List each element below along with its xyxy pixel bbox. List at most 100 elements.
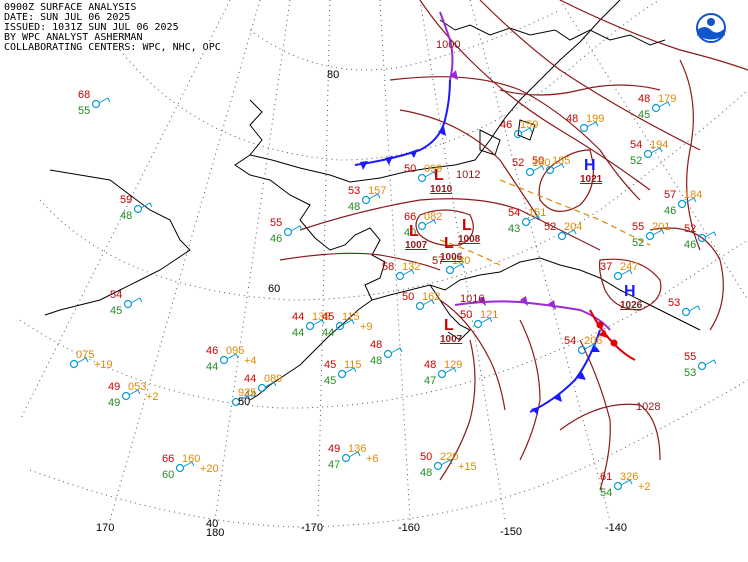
wind-barb: [684, 197, 697, 204]
station-temperature: 66: [404, 211, 416, 223]
meridian-170e: [109, 0, 261, 521]
station-dewpoint: 48: [348, 201, 360, 213]
station-pressure: 082: [424, 211, 442, 223]
lon-label-140w: -140: [605, 522, 627, 534]
wind-barb: [650, 147, 663, 154]
lat-label-60: 60: [268, 283, 280, 295]
station-pressure: 115: [344, 359, 362, 371]
wind-barb: [290, 225, 303, 232]
station-pressure: 115: [342, 311, 360, 323]
wind-barb: [130, 297, 143, 304]
station-plot: 50 099: [404, 163, 442, 183]
isobar-14: [598, 258, 662, 311]
header-date: DATE: SUN JUL 06 2025: [4, 12, 131, 23]
noaa-logo: [696, 13, 726, 43]
station-temperature: 46: [500, 119, 512, 131]
high-letter: H: [584, 157, 596, 174]
isobar-label: 1016: [460, 293, 484, 305]
station-pressure: 925: [238, 387, 256, 399]
station-temperature: 49: [328, 443, 340, 455]
station-temperature: 54: [564, 335, 576, 347]
lon-label-150w: -150: [500, 526, 522, 538]
coast-chukotka: [44, 169, 191, 316]
station-pressure: 185: [552, 155, 570, 167]
station-plot: 50 162: [402, 291, 440, 311]
station-circle: [231, 397, 241, 407]
station-temperature: 53: [348, 185, 360, 197]
coast-alaska-west: [234, 154, 386, 401]
isobar-12: [519, 319, 541, 461]
wind-barb: [424, 219, 437, 226]
station-temperature: 54: [508, 207, 520, 219]
graticule: [19, 0, 748, 528]
wind-barb: [704, 359, 717, 366]
wind-barb: [658, 101, 671, 108]
low-letter: L: [462, 217, 472, 234]
station-temperature: 44: [292, 311, 304, 323]
wind-barb: [564, 229, 577, 236]
station-plot: 925: [231, 387, 256, 407]
lon-label-170: 170: [96, 522, 114, 534]
station-temperature: 68: [78, 89, 90, 101]
station-pressure: 159: [520, 119, 538, 131]
station-circle: [473, 319, 483, 329]
low-letter: L: [409, 223, 419, 240]
station-temperature: 52: [684, 223, 696, 235]
station-temperature: 52: [512, 157, 524, 169]
isobar-label: 1000: [436, 39, 460, 51]
station-dewpoint: 60: [162, 469, 174, 481]
station-circle: [557, 231, 567, 241]
front-triangle: [438, 126, 446, 136]
station-temperature: 48: [566, 113, 578, 125]
station-plot: 66 40 082: [404, 211, 442, 239]
station-circle: [417, 221, 427, 231]
isobar-15: [649, 227, 724, 331]
station-plot: 53: [668, 297, 701, 317]
station-temperature: 55: [684, 351, 696, 363]
station-dewpoint: 47: [424, 375, 436, 387]
lat-label-80: 80: [327, 69, 339, 81]
station-circle: [579, 123, 589, 133]
station-temperature: 58: [382, 261, 394, 273]
station-circle: [677, 199, 687, 209]
station-dewpoint: 55: [78, 105, 90, 117]
station-temperature: 48: [424, 359, 436, 371]
isobar-13: [579, 339, 611, 491]
station-circle: [651, 103, 661, 113]
station-pressure: 160: [182, 453, 200, 465]
cold-front-north: [354, 79, 451, 170]
lat-label-50: 50: [238, 396, 250, 408]
station-temperature: 52: [544, 221, 556, 233]
station-tendency: +2: [638, 481, 651, 493]
station-circle: [383, 349, 393, 359]
isobar-label: 1028: [636, 401, 660, 413]
station-dewpoint: 48: [420, 467, 432, 479]
station-dewpoint: 40: [404, 227, 416, 239]
isobar-9: [279, 252, 441, 271]
station-plot: 49 47 136+6: [328, 443, 379, 471]
station-circle: [577, 345, 587, 355]
station-plot: 66 60 160+20: [162, 453, 219, 481]
front-triangle: [531, 407, 538, 415]
isobar-4: [479, 0, 701, 151]
isobars: [279, 0, 748, 491]
center-pressure: 1006: [440, 252, 463, 263]
station-plot: 50 121: [460, 309, 498, 329]
station-plot: 48 47 129: [424, 359, 462, 387]
station-temperature: 44: [244, 373, 256, 385]
station-pressure: 194: [650, 139, 668, 151]
station-temperature: 49: [108, 381, 120, 393]
front-triangle: [598, 330, 608, 338]
station-temperature: 45: [322, 311, 334, 323]
station-circle: [613, 271, 623, 281]
station-plot: 57 46 184: [664, 189, 702, 217]
station-pressure: 184: [684, 189, 702, 201]
station-pressure: 157: [368, 185, 386, 197]
